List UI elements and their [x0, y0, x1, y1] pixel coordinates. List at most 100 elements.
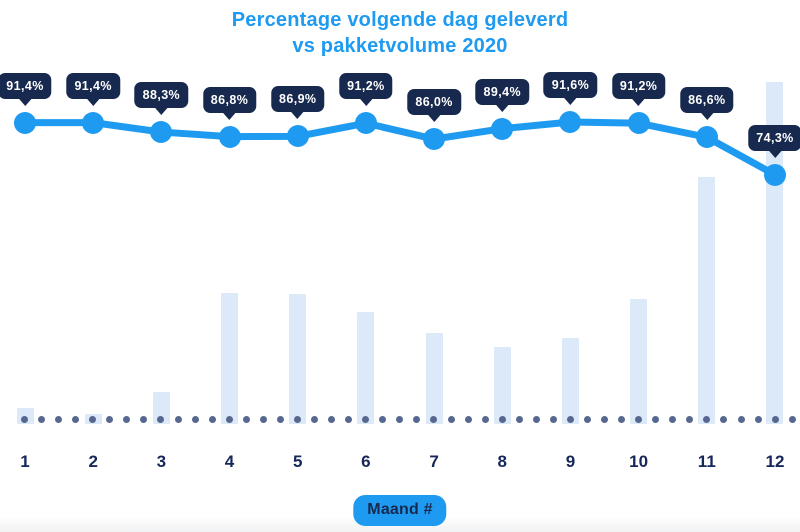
- chart-title-line2: vs pakketvolume 2020: [292, 35, 508, 57]
- data-label-value: 86,6%: [688, 93, 726, 108]
- data-label-badge: 86,6%: [680, 87, 734, 121]
- baseline-dot: [720, 415, 728, 423]
- badge-tail: [699, 112, 714, 121]
- data-point-dot: [150, 121, 173, 144]
- data-label-value: 88,3%: [142, 88, 181, 103]
- data-label-value: 89,4%: [483, 84, 521, 99]
- data-label-value: 86,8%: [210, 92, 249, 107]
- data-point-dot: [695, 126, 718, 149]
- x-axis-title-label: Maand #: [367, 501, 433, 518]
- baseline-dot: [703, 415, 711, 423]
- x-axis-label: 5: [292, 452, 303, 471]
- data-label-value: 74,3%: [756, 130, 794, 145]
- badge-tail: [86, 97, 101, 106]
- baseline-dot: [21, 415, 28, 423]
- baseline-dot: [515, 415, 523, 423]
- x-axis-label: 3: [156, 452, 167, 471]
- volume-bar: [425, 333, 443, 424]
- data-point-dot: [354, 112, 377, 135]
- baseline-dot: [788, 415, 796, 423]
- data-point-dot: [218, 125, 241, 148]
- data-label-badge: 86,0%: [407, 89, 461, 123]
- baseline-dot: [276, 415, 284, 423]
- baseline-dot: [669, 415, 677, 423]
- x-axis-label: 11: [697, 452, 716, 471]
- x-axis-label: 2: [88, 452, 98, 471]
- baseline-dot: [38, 415, 46, 423]
- baseline-dot: [345, 415, 353, 423]
- baseline-dot: [532, 415, 540, 423]
- data-label-badge: 91,6%: [543, 72, 598, 105]
- baseline-dot: [106, 415, 114, 423]
- badge-tail: [222, 111, 237, 120]
- volume-bar: [561, 338, 579, 424]
- data-point-dot: [423, 128, 446, 151]
- baseline-dot: [430, 415, 438, 423]
- baseline-dot: [549, 415, 557, 423]
- data-point-dot: [491, 117, 514, 140]
- badge-tail: [563, 97, 578, 105]
- baseline-dot: [601, 415, 609, 423]
- data-label-badge: 91,2%: [339, 73, 393, 107]
- data-point-dot: [286, 125, 309, 148]
- baseline-dot: [157, 415, 165, 423]
- baseline-dot: [55, 415, 63, 423]
- baseline-dot: [379, 415, 387, 423]
- badge-tail: [427, 114, 442, 123]
- x-axis-label: 12: [765, 452, 785, 471]
- baseline-dot: [481, 415, 489, 423]
- data-label-badge: 74,3%: [748, 124, 800, 158]
- baseline-dot: [259, 415, 267, 423]
- badge-tail: [290, 111, 305, 120]
- baseline-dot: [652, 415, 660, 423]
- volume-bar: [493, 347, 511, 424]
- data-point-dot: [14, 111, 36, 134]
- baseline-dot: [328, 415, 336, 423]
- data-point-dot: [763, 163, 786, 186]
- data-label-badge: 86,9%: [270, 86, 325, 120]
- baseline-dot: [140, 415, 148, 423]
- baseline-dot: [311, 415, 319, 423]
- data-label-badge: 91,4%: [0, 72, 52, 106]
- data-label-value: 91,4%: [6, 78, 44, 93]
- x-axis-label: 9: [565, 452, 576, 471]
- baseline-dot: [72, 415, 80, 423]
- badge-tail: [358, 98, 373, 107]
- baseline-dot: [123, 415, 131, 423]
- x-axis-label: 1: [20, 452, 30, 471]
- baseline-dot: [635, 415, 643, 423]
- baseline-dot: [89, 415, 97, 423]
- baseline-dot: [464, 415, 472, 423]
- badge-tail: [154, 107, 169, 116]
- x-axis-label: 10: [629, 452, 649, 471]
- baseline-dot: [618, 415, 626, 423]
- data-point-dot: [82, 111, 105, 134]
- baseline-dot: [242, 415, 250, 423]
- baseline-dot: [191, 415, 199, 423]
- chart-title-line1: Percentage volgende dag geleverd: [231, 9, 569, 31]
- data-label-badge: 91,4%: [66, 72, 120, 106]
- data-label-value: 86,9%: [278, 92, 317, 107]
- baseline-dot: [737, 415, 745, 423]
- baseline-dot: [771, 415, 779, 423]
- data-label-value: 91,4%: [74, 78, 112, 93]
- data-label-badge: 86,8%: [202, 86, 257, 120]
- data-label-badge: 88,3%: [134, 82, 189, 116]
- data-label-value: 91,2%: [619, 79, 658, 94]
- data-label-value: 91,2%: [347, 79, 385, 94]
- baseline-dot: [413, 415, 421, 423]
- badge-tail: [17, 97, 32, 106]
- x-axis-label: 6: [361, 452, 371, 471]
- x-axis-title-badge: Maand #: [353, 495, 447, 526]
- chart-title: Percentage volgende dag geleverd vs pakk…: [0, 7, 800, 59]
- data-point-dot: [627, 112, 650, 135]
- x-axis-label: 4: [224, 452, 235, 471]
- baseline-dot: [396, 415, 404, 423]
- volume-bar: [152, 391, 170, 424]
- baseline-dot: [583, 415, 591, 423]
- badge-tail: [767, 149, 782, 158]
- data-point-dot: [559, 111, 582, 133]
- data-label-badge: 91,2%: [611, 73, 666, 107]
